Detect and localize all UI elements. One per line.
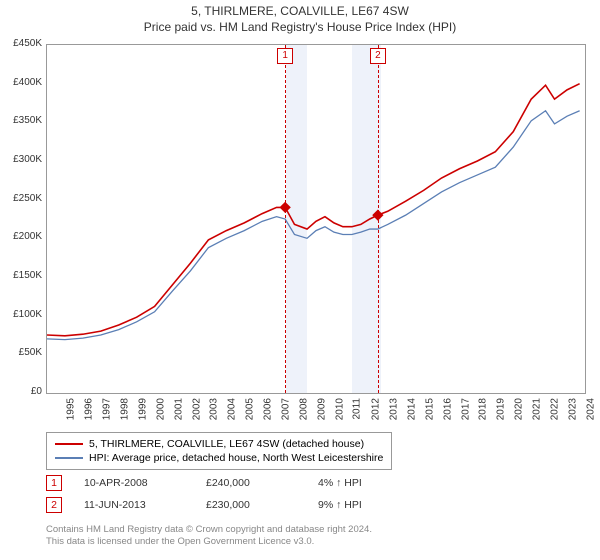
attribution: Contains HM Land Registry data © Crown c… [46, 524, 372, 549]
x-tick-label: 2020 [514, 398, 525, 420]
sale-date: 11-JUN-2013 [84, 499, 184, 511]
y-tick-label: £100K [2, 309, 42, 320]
x-tick-label: 2017 [460, 398, 471, 420]
series-hpi [47, 111, 580, 340]
chart-container: 5, THIRLMERE, COALVILLE, LE67 4SW Price … [0, 0, 600, 560]
sale-date: 10-APR-2008 [84, 477, 184, 489]
x-tick-label: 2022 [549, 398, 560, 420]
y-tick-label: £400K [2, 77, 42, 88]
legend-label: 5, THIRLMERE, COALVILLE, LE67 4SW (detac… [89, 438, 364, 450]
title-block: 5, THIRLMERE, COALVILLE, LE67 4SW Price … [0, 0, 600, 34]
x-tick-label: 2001 [173, 398, 184, 420]
x-tick-label: 2011 [351, 398, 362, 420]
marker-box: 1 [277, 48, 293, 64]
x-tick-label: 2012 [370, 398, 381, 420]
x-tick-label: 2019 [496, 398, 507, 420]
x-tick-label: 1999 [137, 398, 148, 420]
x-tick-label: 1995 [65, 398, 76, 420]
line-plot-svg [47, 45, 585, 393]
sale-delta: 9% ↑ HPI [318, 499, 362, 511]
y-tick-label: £50K [2, 347, 42, 358]
x-tick-label: 2004 [227, 398, 238, 420]
x-tick-label: 1997 [101, 398, 112, 420]
legend: 5, THIRLMERE, COALVILLE, LE67 4SW (detac… [46, 432, 392, 470]
x-tick-label: 2024 [585, 398, 596, 420]
x-tick-label: 2013 [388, 398, 399, 420]
sales-rows: 1 10-APR-2008 £240,000 4% ↑ HPI 2 11-JUN-2013… [46, 475, 362, 519]
x-tick-label: 2016 [442, 398, 453, 420]
x-tick-label: 2007 [280, 398, 291, 420]
x-tick-label: 2009 [316, 398, 327, 420]
attribution-line2: This data is licensed under the Open Gov… [46, 536, 372, 548]
y-tick-label: £0 [2, 386, 42, 397]
x-tick-label: 2010 [334, 398, 345, 420]
sale-marker-box: 1 [46, 475, 62, 491]
marker-diamond [372, 209, 383, 220]
sale-delta: 4% ↑ HPI [318, 477, 362, 489]
x-tick-label: 2015 [424, 398, 435, 420]
y-tick-label: £200K [2, 231, 42, 242]
x-tick-label: 2006 [263, 398, 274, 420]
legend-row: HPI: Average price, detached house, Nort… [55, 451, 383, 465]
title-sub: Price paid vs. HM Land Registry's House … [0, 20, 600, 34]
series-property [47, 84, 580, 336]
sale-row: 2 11-JUN-2013 £230,000 9% ↑ HPI [46, 497, 362, 513]
legend-swatch [55, 443, 83, 445]
attribution-line1: Contains HM Land Registry data © Crown c… [46, 524, 372, 536]
y-tick-label: £250K [2, 193, 42, 204]
legend-label: HPI: Average price, detached house, Nort… [89, 452, 383, 464]
sale-price: £240,000 [206, 477, 296, 489]
legend-swatch [55, 457, 83, 459]
y-tick-label: £150K [2, 270, 42, 281]
x-tick-label: 2003 [209, 398, 220, 420]
x-tick-label: 2000 [155, 398, 166, 420]
x-tick-label: 2008 [298, 398, 309, 420]
sale-marker-box: 2 [46, 497, 62, 513]
marker-box: 2 [370, 48, 386, 64]
legend-row: 5, THIRLMERE, COALVILLE, LE67 4SW (detac… [55, 437, 383, 451]
marker-diamond [279, 202, 290, 213]
x-tick-label: 2021 [532, 398, 543, 420]
x-tick-label: 2023 [567, 398, 578, 420]
x-tick-label: 2014 [406, 398, 417, 420]
sale-price: £230,000 [206, 499, 296, 511]
title-main: 5, THIRLMERE, COALVILLE, LE67 4SW [0, 4, 600, 18]
x-tick-label: 2002 [191, 398, 202, 420]
x-tick-label: 1996 [83, 398, 94, 420]
x-tick-label: 2018 [478, 398, 489, 420]
x-tick-label: 1998 [119, 398, 130, 420]
y-tick-label: £300K [2, 154, 42, 165]
sale-row: 1 10-APR-2008 £240,000 4% ↑ HPI [46, 475, 362, 491]
y-tick-label: £350K [2, 115, 42, 126]
chart-plot-area: 12 [46, 44, 586, 394]
x-tick-label: 2005 [245, 398, 256, 420]
y-tick-label: £450K [2, 38, 42, 49]
